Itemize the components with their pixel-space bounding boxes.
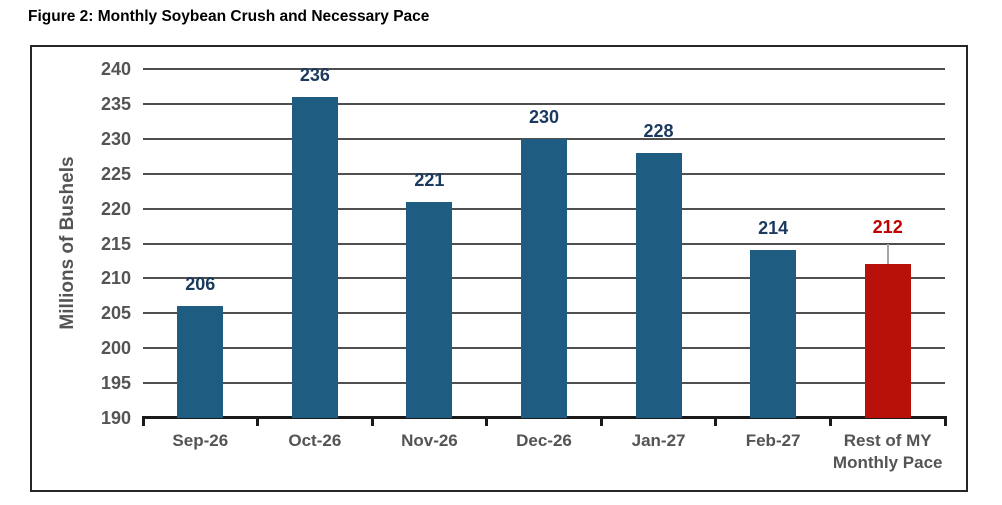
- y-tick-label: 200: [100, 338, 131, 359]
- gridline: [143, 102, 945, 105]
- x-axis-label: Nov-26: [401, 431, 458, 450]
- bar: [635, 152, 682, 418]
- bar-value-label: 236: [299, 64, 330, 85]
- x-axis-tick: [485, 416, 489, 426]
- bar-value-label: 230: [528, 106, 560, 127]
- y-tick-label: 230: [100, 128, 131, 149]
- x-axis-tick: [943, 416, 947, 426]
- x-axis-label: Dec-26: [516, 431, 572, 450]
- y-tick-label: 190: [100, 408, 131, 428]
- y-tick-label: 220: [100, 198, 131, 219]
- y-tick-label: 240: [100, 59, 131, 79]
- x-axis-label: Feb-27: [745, 431, 801, 450]
- y-tick-label: 210: [100, 268, 131, 289]
- bar-value-label: 228: [643, 120, 674, 141]
- bar: [177, 306, 224, 418]
- x-axis-tick: [599, 416, 603, 426]
- bar-value-label: 221: [414, 169, 445, 190]
- y-tick-label: 195: [100, 373, 131, 394]
- x-axis-label: Jan-27: [631, 431, 686, 450]
- x-axis-tick: [714, 416, 718, 426]
- bar-value-label: 212: [872, 217, 903, 238]
- gridline: [143, 68, 945, 70]
- x-axis-tick: [370, 416, 374, 426]
- x-axis-label: Rest of MY Monthly Pace: [832, 431, 943, 472]
- y-tick-label: 225: [100, 163, 131, 184]
- bar: [864, 264, 911, 418]
- bar: [750, 250, 797, 418]
- x-axis-tick: [828, 416, 832, 426]
- bar: [291, 96, 338, 418]
- bar-value-label: 214: [758, 218, 789, 239]
- x-axis-tick: [256, 416, 260, 426]
- y-tick-label: 205: [100, 303, 131, 324]
- bar: [521, 138, 567, 418]
- bar-value-label: 206: [185, 274, 216, 295]
- x-axis-label: Sep-26: [172, 431, 229, 450]
- y-tick-label: 235: [100, 93, 131, 114]
- bar: [406, 201, 453, 418]
- x-axis-label: Oct-26: [288, 431, 342, 450]
- label-leader-line: [886, 244, 889, 265]
- figure-caption: Figure 2: Monthly Soybean Crush and Nece…: [28, 8, 430, 25]
- x-axis-tick: [141, 416, 145, 426]
- y-tick-label: 215: [100, 233, 131, 254]
